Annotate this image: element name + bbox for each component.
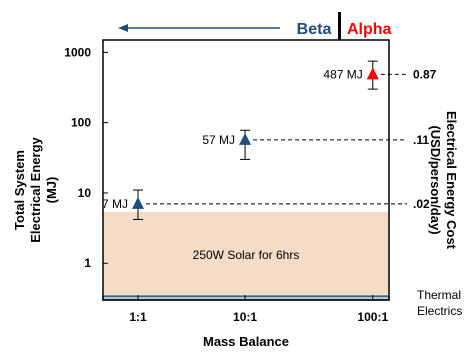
x-tick-label: 1:1 xyxy=(129,310,147,324)
cost-label: 0.87 xyxy=(413,67,437,81)
thermal-band-label: Thermal Electrics xyxy=(417,288,462,318)
data-point xyxy=(239,132,252,145)
plot-frame xyxy=(102,39,390,301)
beta-arrow-head xyxy=(118,24,128,32)
header-divider xyxy=(338,12,341,40)
y2-axis-title-line-1: Electrical Energy Cost xyxy=(444,111,459,250)
y-axis-title-line-3: (MJ) xyxy=(44,177,59,204)
y-axis-title: Total System Electrical Energy (MJ) xyxy=(12,136,59,242)
x-tick-label: 10:1 xyxy=(233,310,257,324)
cost-label: .11 xyxy=(413,133,429,147)
alpha-label: Alpha xyxy=(347,21,392,38)
beta-label: Beta xyxy=(297,21,332,38)
data-point xyxy=(132,196,144,209)
bands-layer: 250W Solar for 6hrs Thermal Electrics xyxy=(102,211,462,318)
y2-axis-title-line-2: (USD/person/day) xyxy=(428,125,443,234)
y-axis-title-line-1: Total System xyxy=(12,150,27,230)
y-tick-label: 10 xyxy=(78,186,92,200)
solar-band-label: 250W Solar for 6hrs xyxy=(193,248,300,262)
cost-label: .02 xyxy=(413,197,430,211)
data-label: 57 MJ xyxy=(202,133,235,147)
points-layer: 7 MJ .02 57 MJ .11 487 MJ 0.87 xyxy=(102,60,437,220)
y-tick-label: 1 xyxy=(84,256,91,270)
y-axis-title-line-2: Electrical Energy xyxy=(28,136,43,242)
x-tick-label: 100:1 xyxy=(357,310,388,324)
ticks-layer: 1 10 100 1000 1:1 10:1 100:1 xyxy=(64,45,388,324)
y2-axis-title: Electrical Energy Cost (USD/person/day) xyxy=(428,111,459,250)
x-axis-title: Mass Balance xyxy=(203,334,289,349)
data-point xyxy=(366,67,379,80)
solar-band xyxy=(103,211,389,297)
data-label: 487 MJ xyxy=(323,67,362,81)
data-label: 7 MJ xyxy=(102,197,128,211)
y-tick-label: 1000 xyxy=(64,45,91,59)
grid-layer xyxy=(146,73,407,205)
y-tick-label: 100 xyxy=(71,116,91,130)
